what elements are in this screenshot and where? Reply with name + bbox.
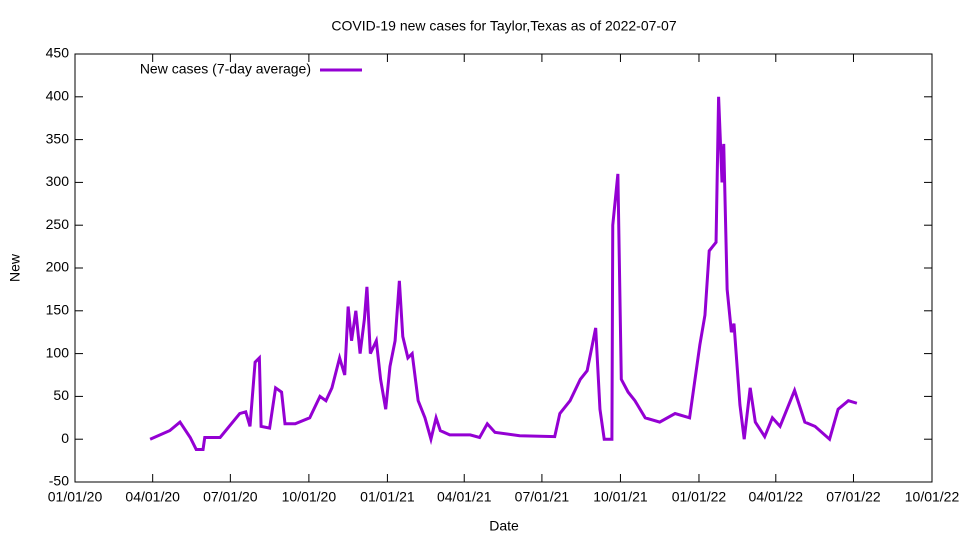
x-tick-label: 04/01/21 xyxy=(437,489,492,505)
x-tick-label: 01/01/21 xyxy=(360,489,415,505)
x-tick-label: 10/01/20 xyxy=(282,489,337,505)
x-tick-label: 04/01/20 xyxy=(125,489,180,505)
x-tick-label: 01/01/20 xyxy=(48,489,103,505)
y-tick-label: 100 xyxy=(46,344,70,360)
x-tick-label: 07/01/20 xyxy=(203,489,258,505)
y-tick-label: 250 xyxy=(46,216,70,232)
data-line xyxy=(149,96,858,451)
y-tick-label: 150 xyxy=(46,302,70,318)
y-tick-label: 450 xyxy=(46,45,70,61)
y-tick-label: -50 xyxy=(49,473,69,489)
chart-title: COVID-19 new cases for Taylor,Texas as o… xyxy=(331,18,676,34)
x-tick-label: 10/01/22 xyxy=(905,489,960,505)
y-tick-label: 350 xyxy=(46,130,70,146)
y-axis-label: New xyxy=(7,253,23,282)
y-tick-label: 400 xyxy=(46,88,70,104)
x-tick-label: 01/01/22 xyxy=(672,489,727,505)
x-tick-label: 07/01/21 xyxy=(515,489,570,505)
y-tick-label: 200 xyxy=(46,259,70,275)
x-tick-label: 10/01/21 xyxy=(593,489,648,505)
x-tick-label: 04/01/22 xyxy=(749,489,804,505)
x-tick-label: 07/01/22 xyxy=(826,489,881,505)
y-tick-label: 300 xyxy=(46,173,70,189)
legend-label: New cases (7-day average) xyxy=(140,61,311,77)
y-tick-label: 50 xyxy=(53,387,69,403)
x-axis-label: Date xyxy=(489,518,519,534)
y-tick-label: 0 xyxy=(61,430,69,446)
